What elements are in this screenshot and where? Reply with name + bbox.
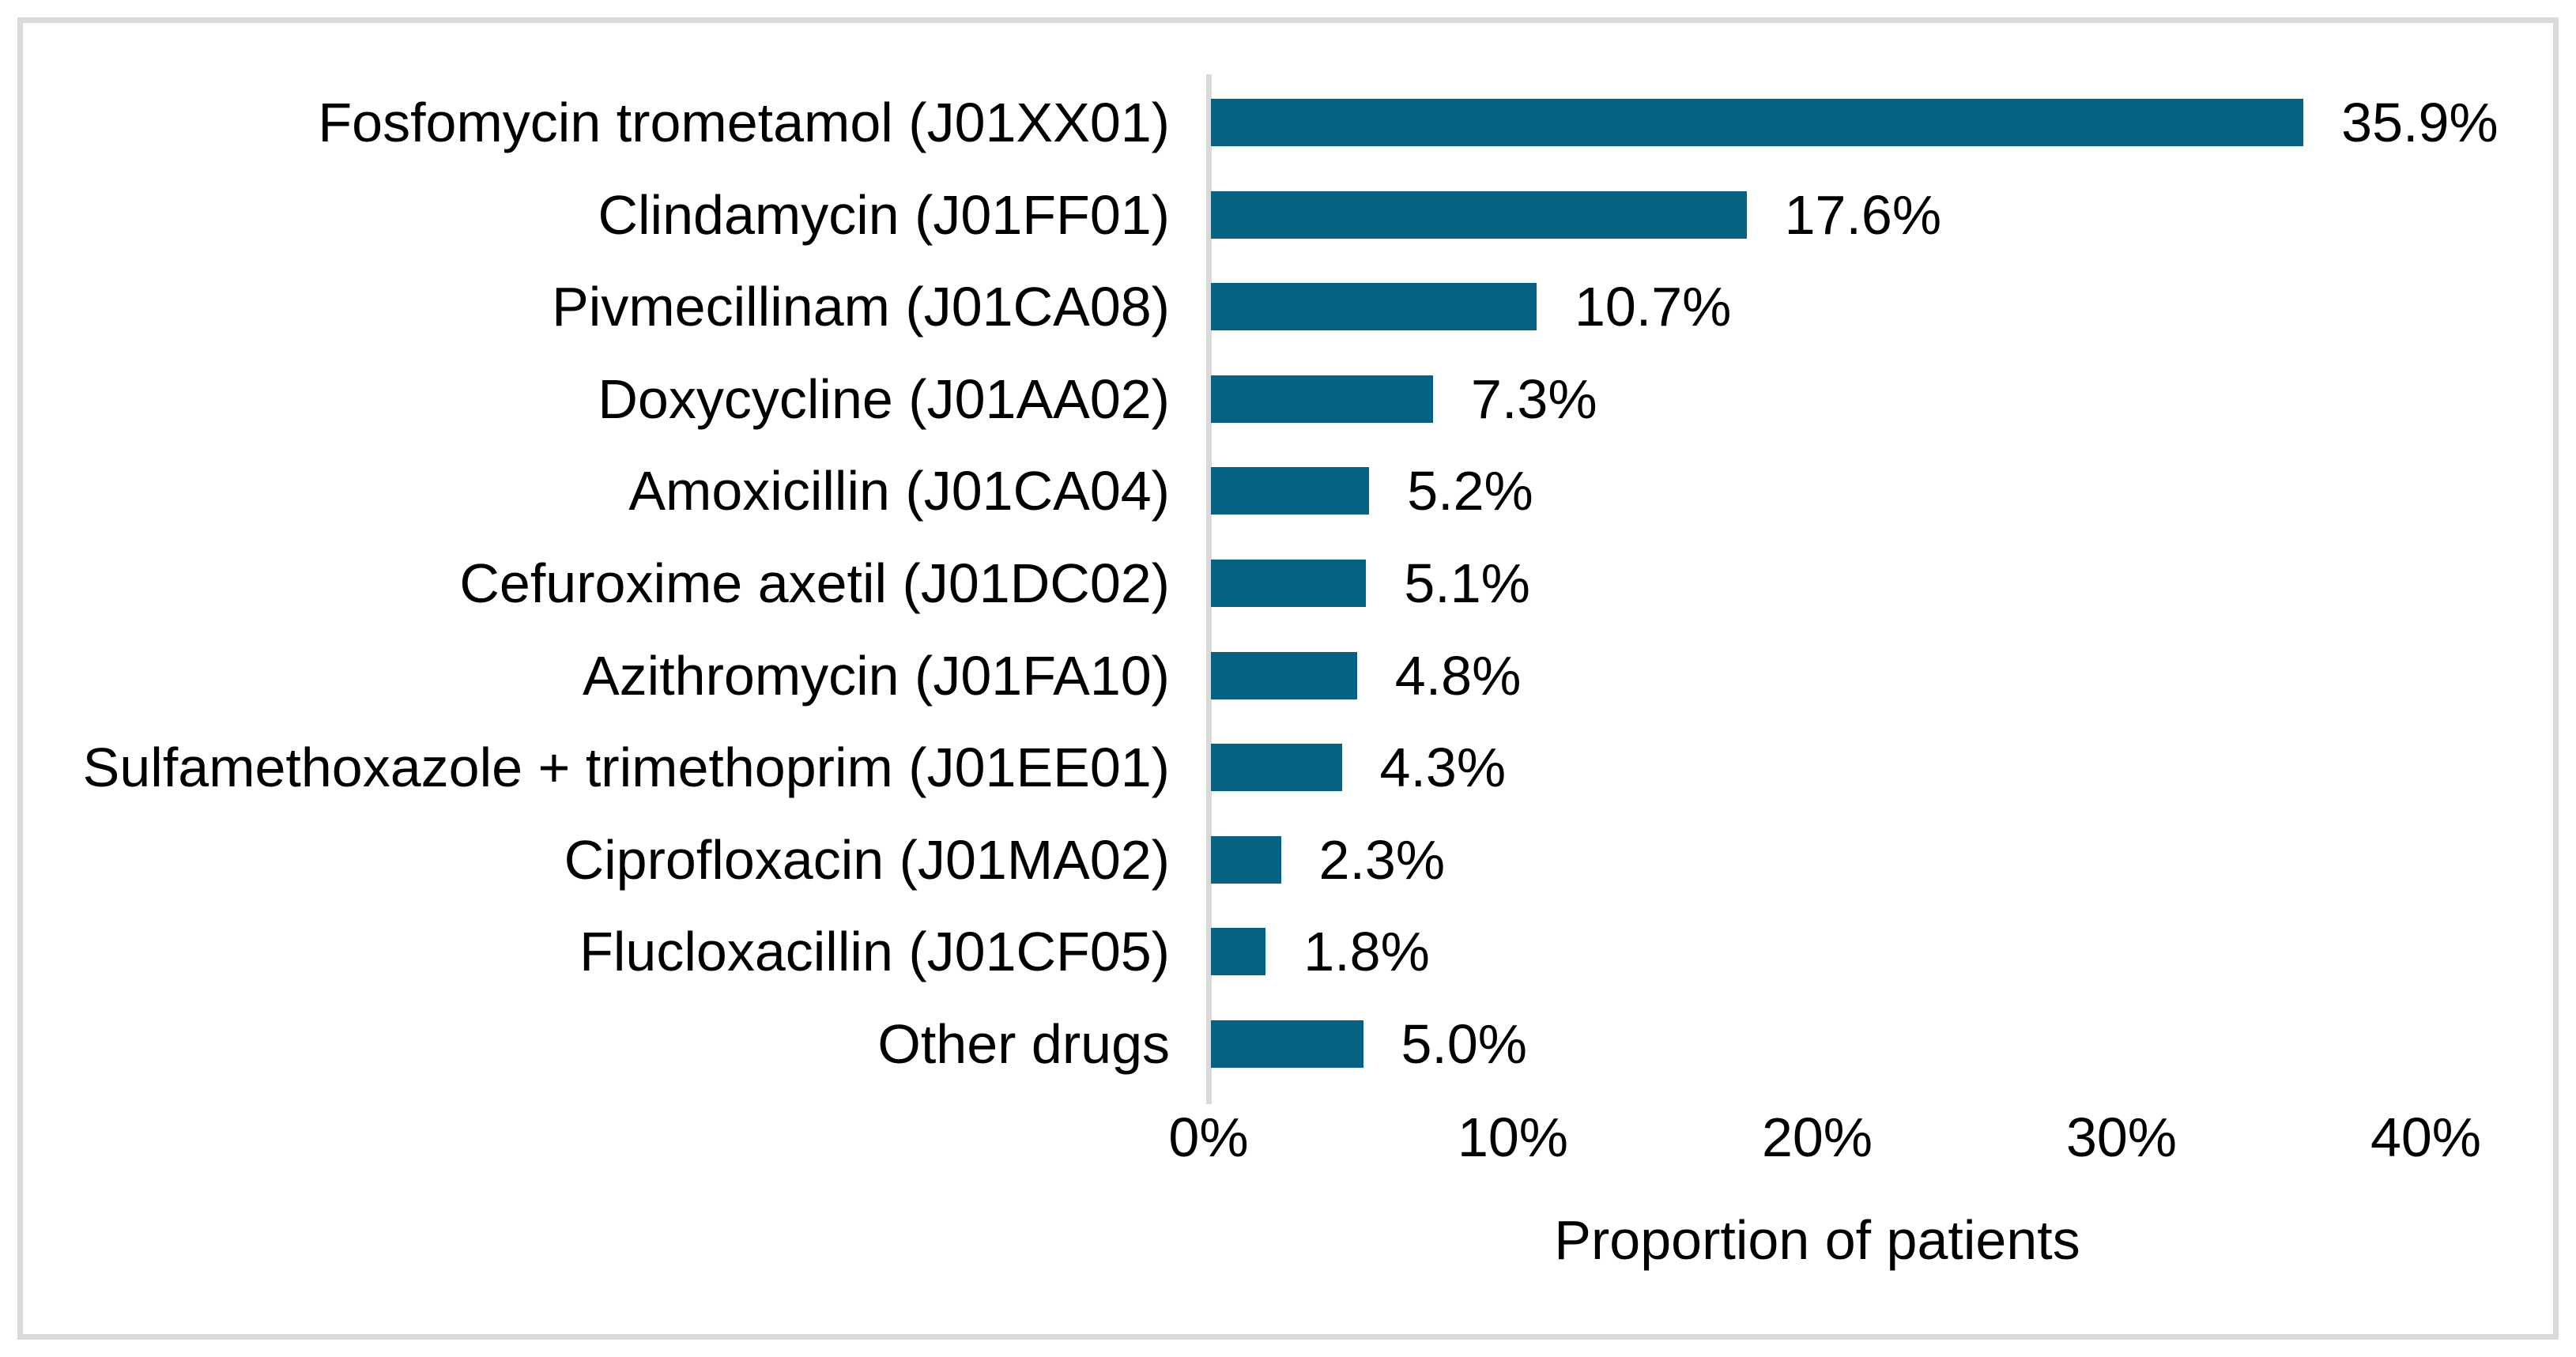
bar-row: Pivmecillinam (J01CA08) 10.7%: [0, 261, 2576, 353]
category-label: Pivmecillinam (J01CA08): [552, 276, 1170, 338]
value-label: 17.6%: [1784, 183, 1942, 246]
value-label: 4.3%: [1379, 737, 1507, 799]
bar: [1211, 835, 1281, 884]
bar-area: 1.8%: [1211, 906, 2576, 998]
category-label: Azithromycin (J01FA10): [582, 644, 1170, 707]
bar-area: 5.0%: [1211, 997, 2576, 1090]
value-label: 10.7%: [1574, 276, 1732, 338]
bar-rows: Fosfomycin trometamol (J01XX01) 35.9% Clin…: [0, 77, 2576, 1090]
bar: [1211, 744, 1342, 792]
bar: [1211, 560, 1367, 607]
category-label: Ciprofloxacin (J01MA02): [564, 828, 1170, 891]
bar-area: 10.7%: [1211, 261, 2576, 353]
category-label: Fosfomycin trometamol (J01XX01): [318, 92, 1170, 154]
bar-area: 35.9%: [1211, 77, 2576, 169]
bar: [1211, 283, 1537, 331]
x-axis-tick-label: 30%: [2065, 1106, 2178, 1168]
value-label: 2.3%: [1318, 828, 1446, 891]
bar: [1211, 651, 1357, 699]
bar-row: Doxycycline (J01AA02) 7.3%: [0, 353, 2576, 446]
category-label: Amoxicillin (J01CA04): [628, 460, 1170, 522]
value-label: 5.2%: [1407, 460, 1533, 522]
category-label: Sulfamethoxazole + trimethoprim (J01EE01…: [82, 737, 1170, 799]
bar-area: 2.3%: [1211, 813, 2576, 906]
y-axis-line: [1206, 74, 1212, 1104]
category-label: Other drugs: [877, 1012, 1170, 1075]
bar: [1211, 190, 1747, 239]
bar-row: Azithromycin (J01FA10) 4.8%: [0, 629, 2576, 722]
value-label: 4.8%: [1394, 644, 1522, 707]
bar: [1211, 467, 1370, 515]
bar: [1211, 928, 1266, 976]
x-axis-tick-label: 10%: [1457, 1106, 1569, 1168]
value-label: 5.1%: [1404, 552, 1530, 614]
value-label: 1.8%: [1303, 921, 1430, 983]
bar-row: Cefuroxime axetil (J01DC02) 5.1%: [0, 537, 2576, 630]
bar-area: 4.3%: [1211, 722, 2576, 814]
category-label: Cefuroxime axetil (J01DC02): [459, 552, 1170, 614]
bar-area: 5.1%: [1211, 537, 2576, 630]
bar-row: Ciprofloxacin (J01MA02) 2.3%: [0, 813, 2576, 906]
bar-area: 17.6%: [1211, 169, 2576, 262]
bar-row: Sulfamethoxazole + trimethoprim (J01EE01…: [0, 722, 2576, 814]
value-label: 35.9%: [2341, 92, 2499, 154]
bar-row: Fosfomycin trometamol (J01XX01) 35.9%: [0, 77, 2576, 169]
bar-row: Amoxicillin (J01CA04) 5.2%: [0, 445, 2576, 537]
bar-row: Clindamycin (J01FF01) 17.6%: [0, 169, 2576, 262]
value-label: 5.0%: [1401, 1012, 1528, 1075]
bar-area: 4.8%: [1211, 629, 2576, 722]
category-label: Doxycycline (J01AA02): [598, 368, 1170, 430]
category-label: Flucloxacillin (J01CF05): [579, 921, 1170, 983]
bar-area: 7.3%: [1211, 353, 2576, 446]
value-label: 7.3%: [1471, 368, 1597, 430]
bar: [1211, 375, 1434, 423]
bar-row: Other drugs 5.0%: [0, 997, 2576, 1090]
category-label: Clindamycin (J01FF01): [598, 183, 1170, 246]
bar-row: Flucloxacillin (J01CF05) 1.8%: [0, 906, 2576, 998]
x-axis-tick-label: 20%: [1761, 1106, 1873, 1168]
bar-area: 5.2%: [1211, 445, 2576, 537]
bar: [1211, 1020, 1363, 1068]
x-axis-tick-label: 40%: [2370, 1106, 2482, 1168]
x-axis-tick-label: 0%: [1168, 1106, 1249, 1168]
x-axis-title: Proportion of patients: [1554, 1209, 2080, 1271]
bar: [1211, 99, 2304, 147]
